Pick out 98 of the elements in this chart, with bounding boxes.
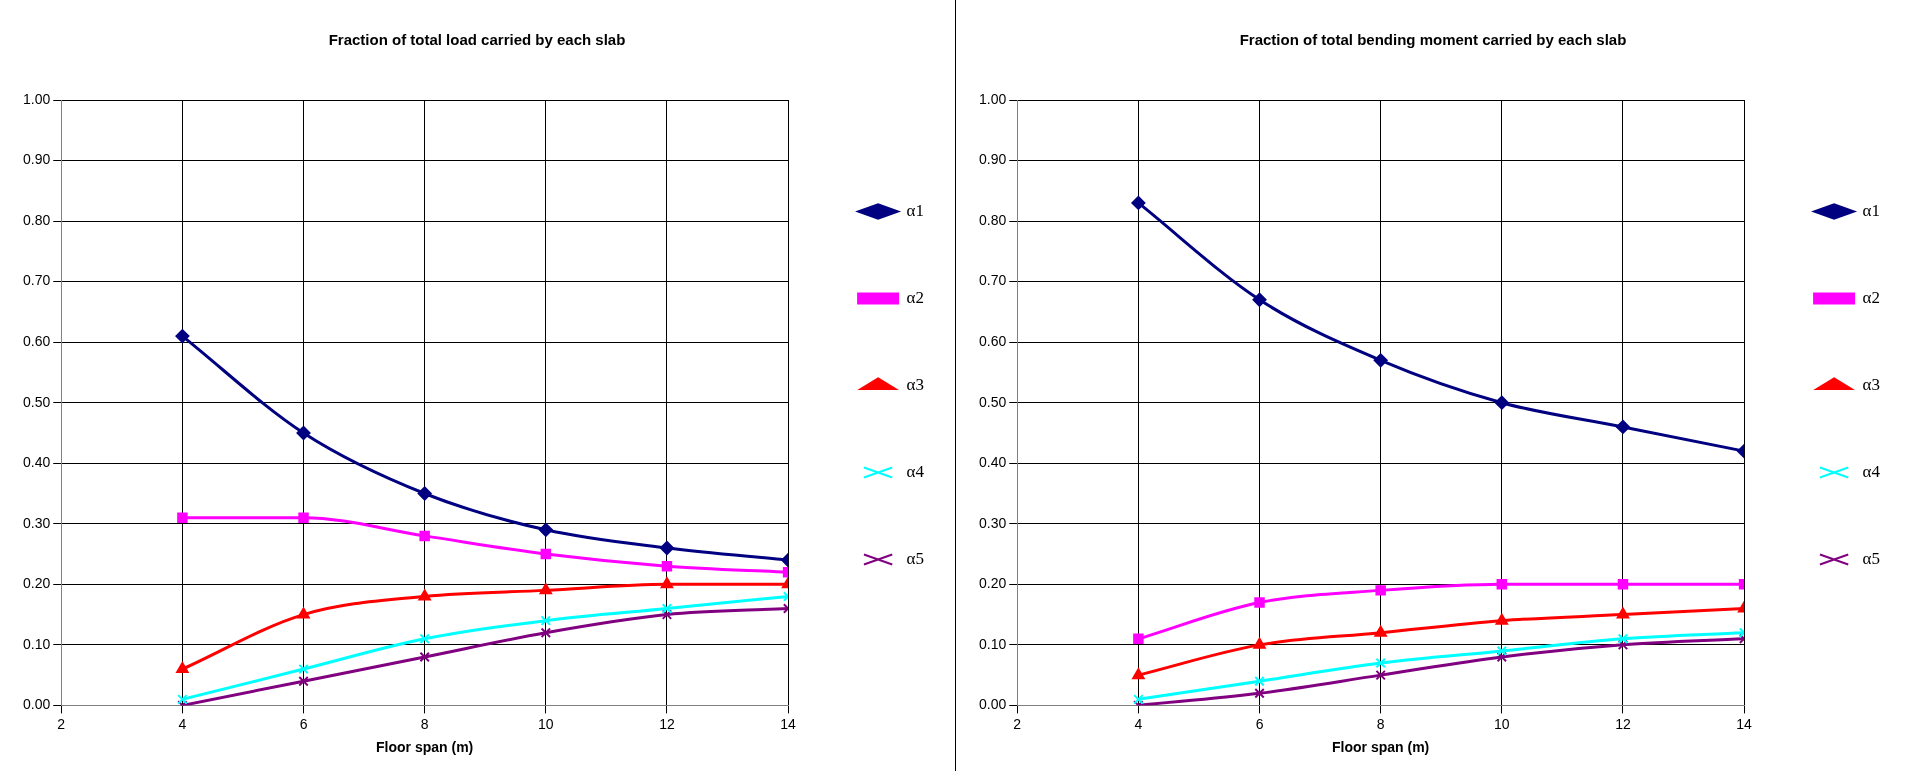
chart-title: Fraction of total load carried by each slab [328,31,626,49]
point [540,615,552,626]
x-tick-label: 8 [1376,715,1385,732]
point [1254,597,1265,608]
x-tick-label: 6 [299,715,308,732]
point [1496,651,1508,663]
point [540,548,552,560]
y-tick-label: 0.10 [23,635,51,652]
point [1131,195,1146,210]
point [1252,292,1267,307]
point [1133,633,1144,645]
x-tick-label: 10 [1494,715,1510,732]
y-tick-label: 0.60 [23,333,51,350]
x-axis-title: Floor span (m) [376,739,474,756]
y-tick-label: 0.50 [23,393,51,410]
y-tick-label: 0.70 [23,272,51,289]
point [539,583,553,595]
point [1132,668,1145,680]
x-tick-label: 2 [1013,715,1022,732]
point [1494,395,1509,410]
legend-label: α5 [1862,548,1881,568]
point [1616,607,1630,619]
y-tick-label: 0.30 [23,514,51,531]
y-tick-label: 0.70 [979,272,1007,289]
legend-label: α2 [906,287,925,307]
legend-label: α1 [906,200,925,220]
point [1253,637,1266,649]
y-tick-label: 0.80 [23,211,51,228]
y-tick-label: 0.20 [23,575,51,592]
x-tick-label: 12 [659,715,675,732]
point [297,607,310,619]
legend-label: α1 [1862,200,1881,220]
y-tick-label: 0.40 [23,454,51,471]
point [298,663,309,675]
point [659,541,674,555]
y-tick-label: 0.40 [979,454,1007,471]
point [661,560,673,572]
point [1496,645,1508,657]
y-tick-label: 0.90 [979,151,1007,168]
point [1375,585,1386,596]
y-tick-label: 1.00 [23,90,51,107]
point [661,603,673,614]
y-tick-label: 0.50 [979,393,1007,410]
y-tick-label: 0.90 [23,151,51,168]
y-tick-label: 1.00 [979,90,1007,107]
point [1133,694,1144,705]
legend-label: α4 [1862,461,1881,481]
point [296,425,311,440]
point [177,512,188,523]
point [1375,657,1386,669]
point [419,651,430,663]
legend-label: α3 [906,374,925,394]
legend-label: α4 [906,461,925,481]
point [538,522,553,537]
point [1254,675,1265,687]
point [419,530,430,542]
point [1617,579,1629,590]
y-tick-label: 0.10 [979,635,1007,652]
x-tick-label: 14 [1736,715,1753,732]
point [418,589,431,601]
y-tick-label: 0.80 [979,211,1007,228]
x-tick-label: 10 [538,715,554,732]
y-tick-label: 0.30 [979,514,1007,531]
x-tick-label: 14 [780,715,797,732]
legend-label: α3 [1862,374,1881,394]
point [1254,688,1265,699]
point [1615,419,1630,434]
legend-label: α5 [906,548,925,568]
point [1617,639,1629,651]
x-axis-title: Floor span (m) [1332,739,1430,756]
point [540,627,552,638]
y-tick-label: 0.00 [23,696,51,713]
x-tick-label: 6 [1255,715,1264,732]
x-tick-label: 12 [1615,715,1631,732]
point [1617,633,1629,645]
point [177,694,188,705]
legend-label: α2 [1862,287,1881,307]
y-tick-label: 0.20 [979,575,1007,592]
chart-title: Fraction of total bending moment carried by each slab [1239,31,1627,49]
point [1373,353,1388,368]
x-tick-label: 8 [420,715,429,732]
point [175,329,190,344]
point [298,512,309,523]
x-tick-label: 4 [178,715,187,732]
point [1495,613,1509,625]
point [660,577,674,589]
point [419,633,430,645]
point [176,662,189,674]
point [1375,669,1386,681]
x-tick-label: 4 [1134,715,1143,732]
point [417,486,432,501]
point [298,675,309,687]
point [1374,625,1387,637]
x-tick-label: 2 [57,715,66,732]
point [1496,579,1508,590]
y-tick-label: 0.60 [979,333,1007,350]
point [661,609,673,620]
y-tick-label: 0.00 [979,696,1007,713]
